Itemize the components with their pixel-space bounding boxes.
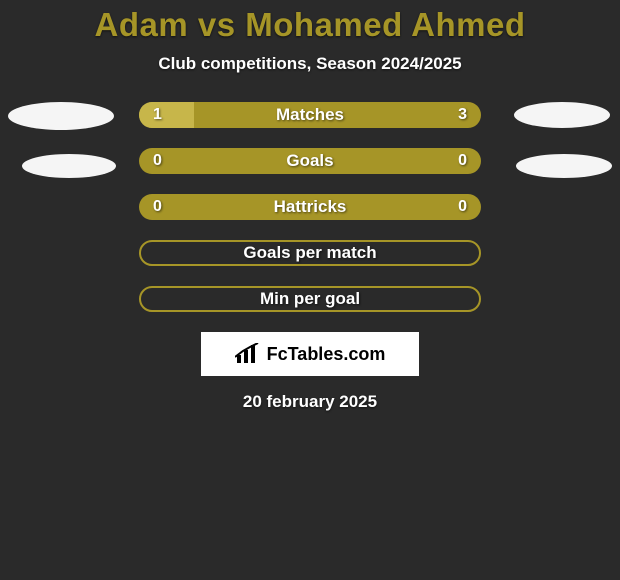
- comparison-infographic: Adam vs Mohamed Ahmed Club competitions,…: [0, 6, 620, 580]
- bar-row-goals-per-match: Goals per match: [139, 240, 481, 266]
- bar-label: Goals: [139, 148, 481, 174]
- page-title: Adam vs Mohamed Ahmed: [0, 6, 620, 44]
- bar-row-matches: Matches1 3: [139, 102, 481, 128]
- bar-value-left: 1: [153, 102, 162, 128]
- page-subtitle: Club competitions, Season 2024/2025: [0, 54, 620, 74]
- bar-value-right: 0: [458, 148, 467, 174]
- bar-value-left: 0: [153, 194, 162, 220]
- bar-value-right: 0: [458, 194, 467, 220]
- chart-zone: Matches13Goals00Hattricks00Goals per mat…: [0, 102, 620, 412]
- bar-label: Min per goal: [141, 288, 479, 310]
- bar-row-goals: Goals0 0: [139, 148, 481, 174]
- date-label: 20 february 2025: [0, 392, 620, 412]
- player-photo-left-1: [8, 102, 114, 130]
- bar-chart-icon: [235, 343, 261, 365]
- player-photo-right-1: [514, 102, 610, 128]
- bar-value-left: 0: [153, 148, 162, 174]
- player-photo-left-2: [22, 154, 116, 178]
- bar-row-min-per-goal: Min per goal: [139, 286, 481, 312]
- bar-label: Goals per match: [141, 242, 479, 264]
- bar-row-hattricks: Hattricks0 0: [139, 194, 481, 220]
- bar-value-right: 3: [458, 102, 467, 128]
- player-photo-right-2: [516, 154, 612, 178]
- bar-label: Hattricks: [139, 194, 481, 220]
- brand-logo-box: FcTables.com: [201, 332, 419, 376]
- brand-logo: FcTables.com: [235, 343, 386, 365]
- comparison-bars: Matches13Goals00Hattricks00Goals per mat…: [139, 102, 481, 312]
- brand-logo-text: FcTables.com: [267, 344, 386, 365]
- bar-label: Matches: [139, 102, 481, 128]
